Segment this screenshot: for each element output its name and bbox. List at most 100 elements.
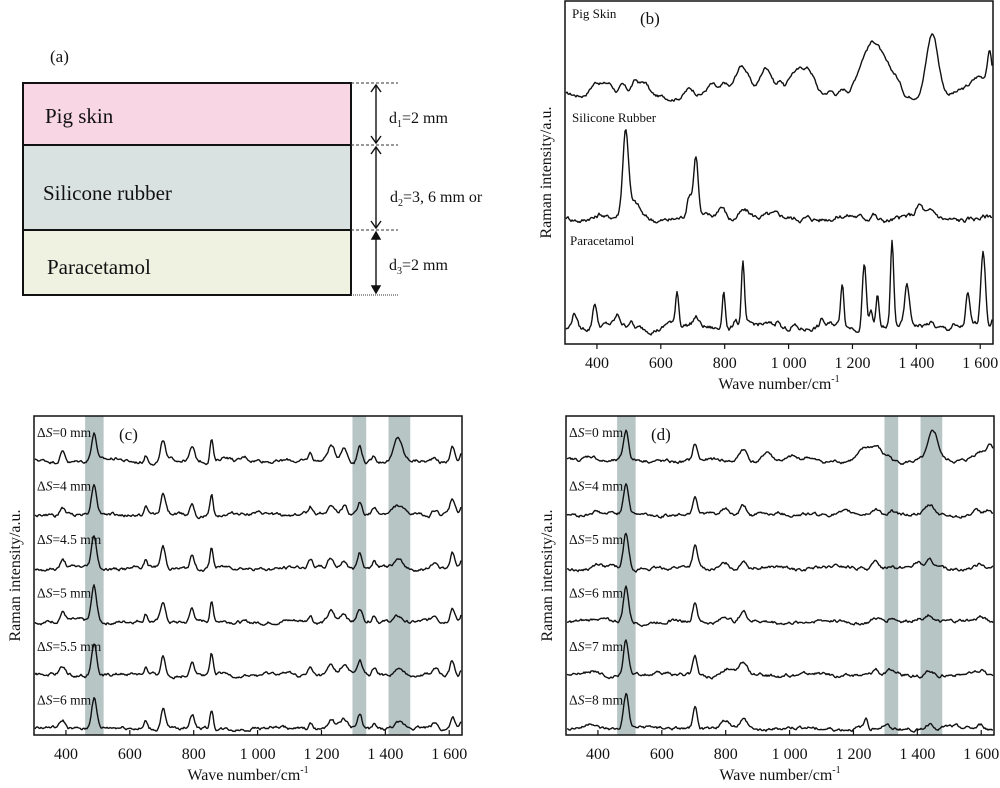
x-tick-label: 1 600 [963, 746, 999, 763]
spectrum-line [565, 33, 993, 102]
series-label: ΔS=7 mm [569, 639, 624, 654]
spectrum-line [566, 692, 993, 733]
x-axis-title: Wave number/cm-1 [187, 765, 308, 784]
plot-frame [565, 415, 995, 736]
series-label: ΔS=5 mm [569, 532, 624, 547]
highlight-band [85, 416, 104, 735]
spectrum-line [34, 584, 462, 626]
x-tick-label: 1 400 [898, 355, 934, 372]
plot-frame [33, 415, 463, 736]
x-tick-label: 800 [713, 355, 737, 372]
x-tick-label: 400 [585, 355, 609, 372]
series-label-value: =0 mm [52, 425, 91, 440]
series-label-value: =4 mm [52, 479, 91, 494]
series-label-delta: Δ [569, 639, 578, 654]
x-axis-title: Wave number/cm-1 [719, 765, 840, 784]
series-label: ΔS=0 mm [37, 425, 92, 440]
dimension-label-d3: d3=2 mm [389, 257, 448, 277]
x-tick-label: 1 600 [431, 746, 467, 763]
series-label-var: S [578, 479, 585, 494]
series-label-value: =6 mm [52, 693, 91, 708]
series-label-var: S [46, 425, 53, 440]
spectrum-line [34, 697, 462, 733]
spectrum-line [34, 432, 462, 466]
dimension-label-d1: d1=2 mm [389, 110, 448, 130]
highlight-band [617, 416, 636, 735]
layer-paracetamol [22, 229, 352, 296]
spectrum-line [566, 483, 994, 519]
arrow-head-up-icon [370, 230, 382, 240]
series-label-var: S [578, 425, 585, 440]
x-tick-label: 400 [586, 746, 610, 763]
series-label: ΔS=4.5 mm [37, 532, 102, 547]
highlight-band [388, 416, 411, 735]
dimension-label-d2: d2=3, 6 mm or [390, 189, 483, 209]
arrow-head-up-icon [370, 145, 382, 155]
x-tick-label: 1 200 [834, 355, 870, 372]
x-axis-title: Wave number/cm-1 [718, 374, 839, 393]
layer-label-pig-skin: Pig skin [45, 104, 114, 128]
series-label-value: =4.5 mm [52, 532, 101, 547]
series-label-delta: Δ [37, 586, 46, 601]
series-label-var: S [46, 586, 53, 601]
series-label: ΔS=5 mm [37, 586, 92, 601]
series-label: ΔS=4 mm [37, 479, 92, 494]
x-tick-label: 1 400 [899, 746, 935, 763]
arrow-head-down-icon [370, 220, 382, 230]
dimension-arrows [370, 83, 382, 295]
spectrum-line [34, 643, 462, 680]
series-label: ΔS=6 mm [37, 693, 92, 708]
x-tick-label: 1 600 [962, 355, 998, 372]
series-label-delta: Δ [569, 479, 578, 494]
x-axis-title-sup: -1 [832, 765, 840, 776]
x-tick-label: 1 200 [835, 746, 871, 763]
spectrum-line [565, 129, 992, 224]
series-label: ΔS=5.5 mm [37, 639, 102, 654]
layer-label-silicone-rubber: Silicone rubber [43, 181, 172, 205]
x-axis-title-sup: -1 [831, 374, 839, 385]
series-label-delta: Δ [37, 693, 46, 708]
spectrum-line [566, 639, 994, 680]
series-label-value: =0 mm [584, 425, 623, 440]
spectrum-line [566, 429, 994, 465]
series-label-var: S [578, 586, 585, 601]
spectrum-line [565, 239, 993, 336]
series-label-value: =5 mm [584, 532, 623, 547]
series-label-delta: Δ [37, 639, 46, 654]
x-tick-label: 600 [649, 355, 673, 372]
series-label-value: =5 mm [52, 586, 91, 601]
x-tick-label: 1 000 [771, 355, 807, 372]
arrow-head-down-icon [370, 285, 382, 295]
series-label-delta: Δ [37, 479, 46, 494]
series-label-delta: Δ [569, 586, 578, 601]
series-label-value: =7 mm [584, 639, 623, 654]
series-label-value: =4 mm [584, 479, 623, 494]
x-tick-label: 1 000 [240, 746, 276, 763]
panel-tag: (c) [119, 425, 138, 444]
series-label: ΔS=4 mm [569, 479, 624, 494]
highlight-band [920, 416, 943, 735]
series-label-var: S [46, 479, 53, 494]
x-tick-label: 800 [714, 746, 738, 763]
series-label-var: S [578, 639, 585, 654]
x-axis-title-sup: -1 [300, 765, 308, 776]
panel-a-tag: (a) [50, 47, 69, 66]
series-label-var: S [578, 693, 585, 708]
series-label-value: =8 mm [584, 693, 623, 708]
y-axis-title: Raman intensity/a.u. [7, 510, 24, 642]
series-label: ΔS=6 mm [569, 586, 624, 601]
series-label-delta: Δ [37, 425, 46, 440]
panel-tag: (b) [640, 9, 660, 28]
highlight-band [352, 416, 367, 735]
x-axis-title-text: Wave number/cm [719, 767, 832, 784]
layer-pig-skin [22, 82, 352, 146]
plot-frame [564, 0, 994, 345]
spectrum-line [34, 483, 462, 520]
series-label-delta: Δ [569, 425, 578, 440]
series-label-var: S [578, 532, 585, 547]
x-tick-label: 1 400 [367, 746, 403, 763]
arrow-head-up-icon [370, 83, 382, 93]
series-label: ΔS=0 mm [569, 425, 624, 440]
